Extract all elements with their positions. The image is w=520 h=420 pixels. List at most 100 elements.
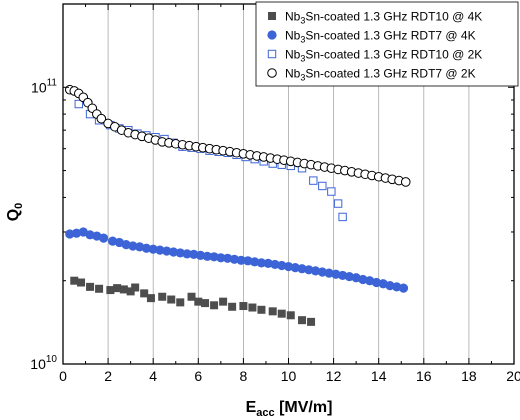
legend: Nb3Sn-coated 1.3 GHz RDT10 @ 4K Nb3Sn-coa… <box>255 1 519 87</box>
data-point <box>219 297 228 306</box>
data-point <box>263 258 273 268</box>
data-point <box>175 248 185 258</box>
data-point <box>126 287 135 296</box>
x-tick-label: 20 <box>506 368 520 384</box>
data-point <box>210 301 219 310</box>
legend-marker <box>267 68 277 78</box>
data-point <box>297 264 307 274</box>
x-tick-label: 14 <box>371 368 387 384</box>
data-point <box>209 252 219 262</box>
x-tick-label: 18 <box>461 368 477 384</box>
data-point <box>338 212 347 222</box>
axis-ticks: 0 2 4 6 8 10 12 14 16 18 20 1011 1010 <box>30 3 520 384</box>
legend-label: Nb3Sn-coated 1.3 GHz RDT7 @ 2K <box>285 67 476 83</box>
data-point <box>327 187 336 196</box>
data-point <box>318 181 327 191</box>
x-tick-label: 12 <box>326 368 342 384</box>
data-point <box>239 302 248 311</box>
data-point <box>106 286 115 295</box>
data-point <box>168 247 179 257</box>
data-point <box>309 176 318 185</box>
data-point <box>140 289 149 298</box>
data-point <box>317 267 327 277</box>
data-point <box>113 284 122 293</box>
data-point <box>257 305 266 314</box>
legend-label: Nb3Sn-coated 1.3 GHz RDT7 @ 4K <box>285 29 476 45</box>
data-point <box>158 292 167 301</box>
data-point <box>119 285 128 294</box>
data-point <box>74 99 83 109</box>
data-point <box>182 249 192 259</box>
legend-box <box>255 1 519 87</box>
x-tick-label: 10 <box>281 368 297 384</box>
data-point <box>223 253 233 263</box>
data-point <box>310 266 321 276</box>
x-tick-label: 0 <box>59 368 67 384</box>
data-point <box>277 309 286 318</box>
data-point <box>176 298 185 307</box>
data-point <box>86 282 95 291</box>
data-point <box>270 259 280 270</box>
data-point <box>146 294 155 303</box>
y-tick-label: 1011 <box>31 77 57 95</box>
series-2 <box>65 227 409 293</box>
data-point <box>236 255 246 265</box>
data-point <box>256 258 267 268</box>
data-point <box>333 199 343 208</box>
data-point <box>187 292 196 301</box>
data-point <box>268 307 277 316</box>
data-point <box>148 244 158 254</box>
series-1 <box>70 276 316 326</box>
y-axis-title: Q0 <box>5 203 25 222</box>
legend-marker <box>267 30 277 40</box>
data-point <box>128 241 138 251</box>
data-point <box>194 297 203 306</box>
data-point <box>70 276 79 285</box>
data-marks <box>64 84 411 326</box>
data-point <box>162 246 172 256</box>
data-point <box>277 260 287 271</box>
data-point <box>189 249 199 259</box>
x-tick-label: 16 <box>416 368 432 384</box>
data-point <box>167 295 176 304</box>
legend-label: Nb3Sn-coated 1.3 GHz RDT10 @ 2K <box>285 48 482 64</box>
data-point <box>344 271 354 282</box>
data-point <box>65 229 75 239</box>
data-point <box>398 283 409 293</box>
data-point <box>324 268 334 278</box>
data-point <box>98 233 109 243</box>
data-point <box>195 250 206 260</box>
data-point <box>131 283 140 292</box>
data-point <box>95 284 104 293</box>
data-point <box>298 316 307 325</box>
data-point <box>243 256 253 266</box>
data-point <box>331 269 341 279</box>
legend-label: Nb3Sn-coated 1.3 GHz RDT10 @ 4K <box>285 10 482 26</box>
data-point <box>248 303 257 312</box>
data-point <box>202 251 212 261</box>
data-point <box>155 245 165 255</box>
y-tick-label: 1010 <box>30 354 57 372</box>
data-point <box>283 261 294 272</box>
data-point <box>77 278 86 287</box>
x-tick-label: 4 <box>149 368 157 384</box>
data-point <box>141 243 152 253</box>
legend-marker <box>268 12 276 20</box>
data-point <box>229 254 239 264</box>
x-tick-label: 8 <box>240 368 248 384</box>
data-point <box>96 113 107 124</box>
data-point <box>201 299 210 308</box>
x-axis-title: Eacc [MV/m] <box>246 399 333 419</box>
legend-marker <box>267 49 277 59</box>
data-point <box>228 302 237 311</box>
data-point <box>290 263 300 273</box>
x-tick-label: 6 <box>194 368 202 384</box>
data-point <box>338 270 348 281</box>
data-point <box>304 265 314 275</box>
data-point <box>307 317 316 326</box>
data-point <box>216 253 226 263</box>
series-4 <box>64 84 411 187</box>
data-point <box>400 177 411 187</box>
data-point <box>250 257 260 267</box>
